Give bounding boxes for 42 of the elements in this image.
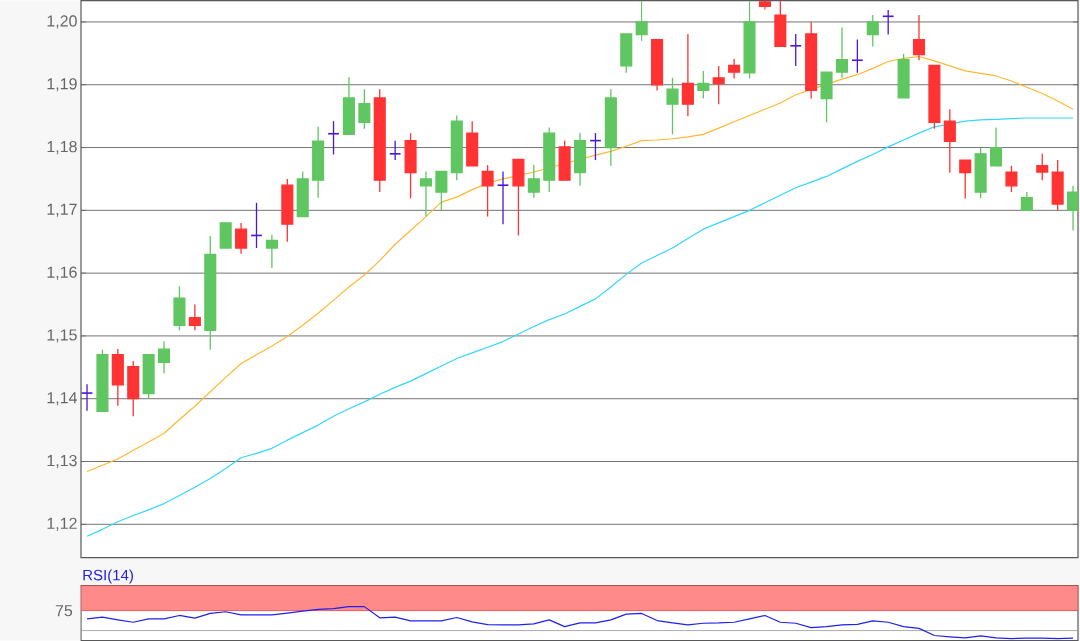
y-tick-label: 1,18 bbox=[47, 140, 77, 155]
y-tick-label: 1,14 bbox=[47, 392, 77, 406]
text: 75 bbox=[55, 605, 73, 617]
candlestick bbox=[989, 126, 1003, 167]
candlestick bbox=[790, 33, 802, 67]
candlestick bbox=[1036, 153, 1049, 181]
y-tick-label: 1,13 bbox=[47, 454, 77, 469]
candlestick bbox=[389, 139, 401, 161]
candlestick bbox=[851, 38, 863, 74]
candlestick bbox=[158, 340, 171, 375]
candlestick bbox=[959, 159, 972, 199]
candlestick bbox=[481, 164, 494, 218]
candlestick bbox=[666, 77, 679, 135]
candlestick bbox=[497, 170, 509, 225]
y-tick-label: 1,19 bbox=[47, 78, 77, 92]
candlestick bbox=[81, 383, 93, 412]
candlestick bbox=[358, 88, 371, 130]
candlestick bbox=[943, 108, 956, 174]
candlestick bbox=[1020, 191, 1033, 211]
y-tick-label: 1,17 bbox=[47, 203, 77, 217]
candlestick bbox=[1005, 165, 1018, 193]
candlestick bbox=[328, 120, 339, 155]
candlestick bbox=[882, 9, 894, 36]
candlestick bbox=[188, 303, 201, 331]
y-tick-label: 1,16 bbox=[47, 266, 77, 280]
candlestick bbox=[697, 70, 710, 100]
candlestick bbox=[235, 222, 248, 255]
candlestick bbox=[728, 58, 741, 80]
candlestick bbox=[419, 170, 433, 218]
candlestick bbox=[635, 0, 648, 42]
chart-title: RSI(14) bbox=[83, 569, 133, 584]
candlestick bbox=[681, 33, 694, 117]
candlestick bbox=[265, 234, 278, 269]
candlestick bbox=[835, 26, 849, 79]
candlestick bbox=[912, 14, 926, 61]
y-tick-label: 1,20 bbox=[47, 15, 77, 29]
candlestick bbox=[435, 170, 448, 211]
candlestick bbox=[712, 65, 725, 105]
y-tick-label: 1,12 bbox=[47, 517, 77, 531]
candlestick bbox=[527, 164, 540, 199]
candlestick bbox=[866, 14, 879, 47]
y-tick-label: 1,15 bbox=[47, 329, 77, 343]
